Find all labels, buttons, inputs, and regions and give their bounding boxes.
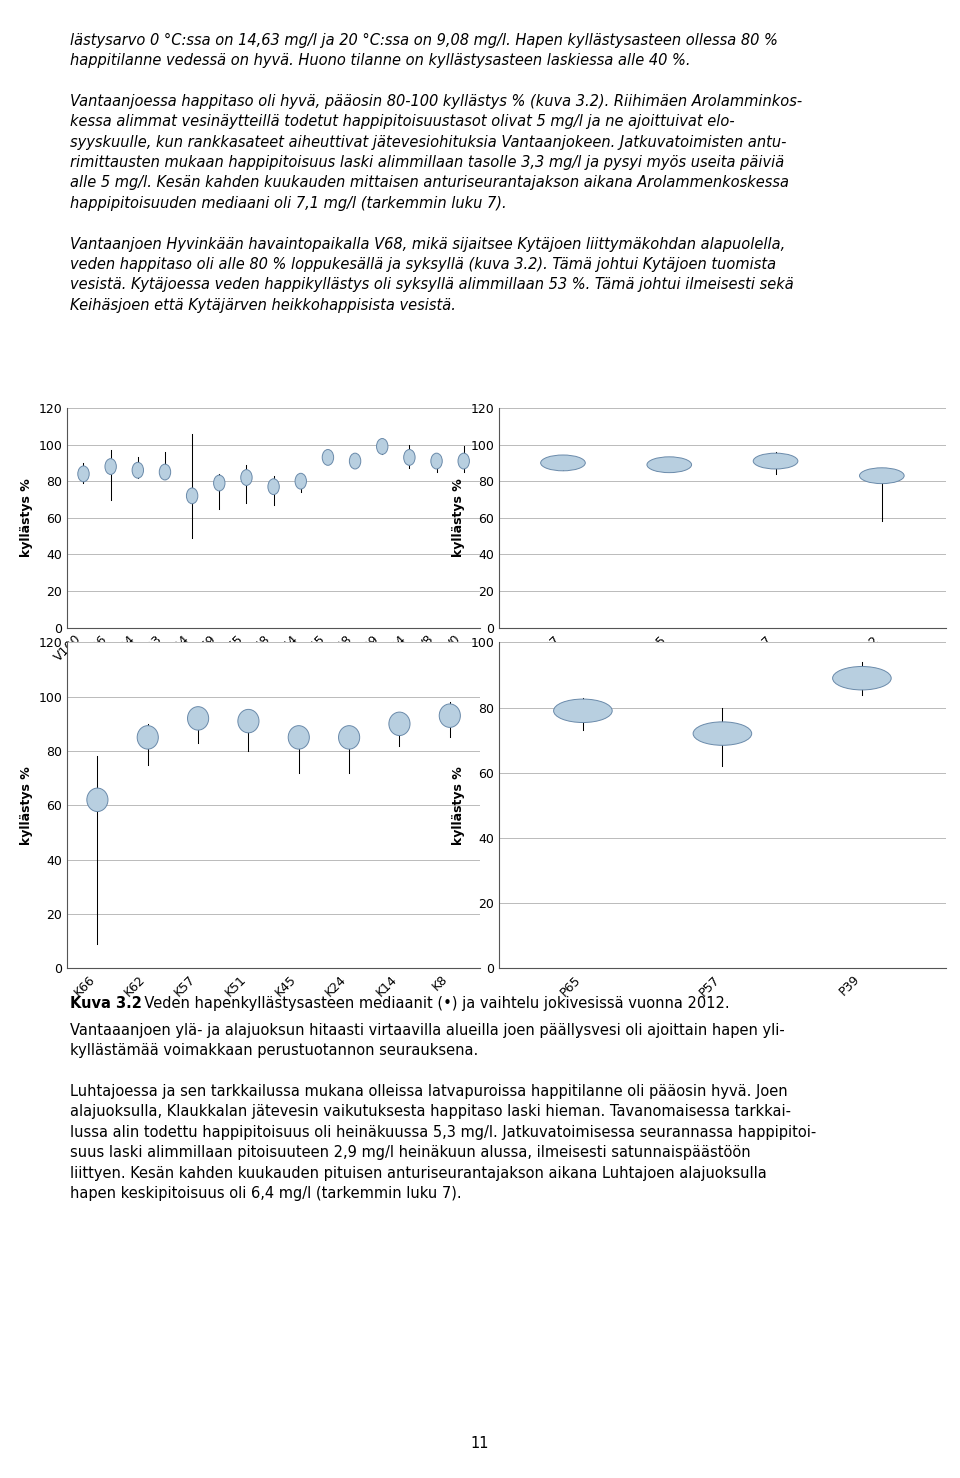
Ellipse shape (440, 704, 461, 727)
Y-axis label: kyllästys %: kyllästys % (20, 479, 33, 557)
Ellipse shape (540, 455, 586, 471)
Ellipse shape (832, 667, 891, 690)
Ellipse shape (754, 454, 798, 469)
Ellipse shape (376, 439, 388, 454)
Ellipse shape (78, 466, 89, 482)
Ellipse shape (323, 449, 334, 466)
Ellipse shape (349, 454, 361, 469)
Ellipse shape (339, 726, 360, 749)
Ellipse shape (186, 488, 198, 504)
Ellipse shape (241, 470, 252, 485)
Ellipse shape (554, 699, 612, 723)
Ellipse shape (159, 464, 171, 480)
Ellipse shape (431, 454, 443, 469)
Ellipse shape (859, 469, 904, 483)
Ellipse shape (132, 463, 143, 477)
Ellipse shape (647, 457, 691, 473)
Ellipse shape (213, 474, 225, 491)
Ellipse shape (295, 473, 306, 489)
Ellipse shape (105, 458, 116, 474)
Text: . Veden hapenkyllästysasteen mediaanit (•) ja vaihtelu jokivesissä vuonna 2012.: . Veden hapenkyllästysasteen mediaanit (… (135, 996, 730, 1011)
Text: 11: 11 (470, 1437, 490, 1451)
Text: lästysarvo 0 °C:ssa on 14,63 mg/l ja 20 °C:ssa on 9,08 mg/l. Hapen kyllästysaste: lästysarvo 0 °C:ssa on 14,63 mg/l ja 20 … (70, 33, 803, 313)
Ellipse shape (458, 454, 469, 469)
Ellipse shape (187, 706, 208, 730)
Y-axis label: kyllästys %: kyllästys % (452, 479, 465, 557)
Ellipse shape (693, 721, 752, 745)
Ellipse shape (404, 449, 415, 466)
Ellipse shape (86, 788, 108, 811)
Ellipse shape (389, 712, 410, 736)
Y-axis label: kyllästys %: kyllästys % (452, 766, 465, 844)
Y-axis label: kyllästys %: kyllästys % (20, 766, 33, 844)
Text: Kuva 3.2: Kuva 3.2 (70, 996, 142, 1011)
Ellipse shape (238, 709, 259, 733)
Ellipse shape (137, 726, 158, 749)
Ellipse shape (268, 479, 279, 495)
Text: Vantaaanjoen ylä- ja alajuoksun hitaasti virtaavilla alueilla joen päällysvesi o: Vantaaanjoen ylä- ja alajuoksun hitaasti… (70, 1023, 816, 1202)
Ellipse shape (288, 726, 309, 749)
